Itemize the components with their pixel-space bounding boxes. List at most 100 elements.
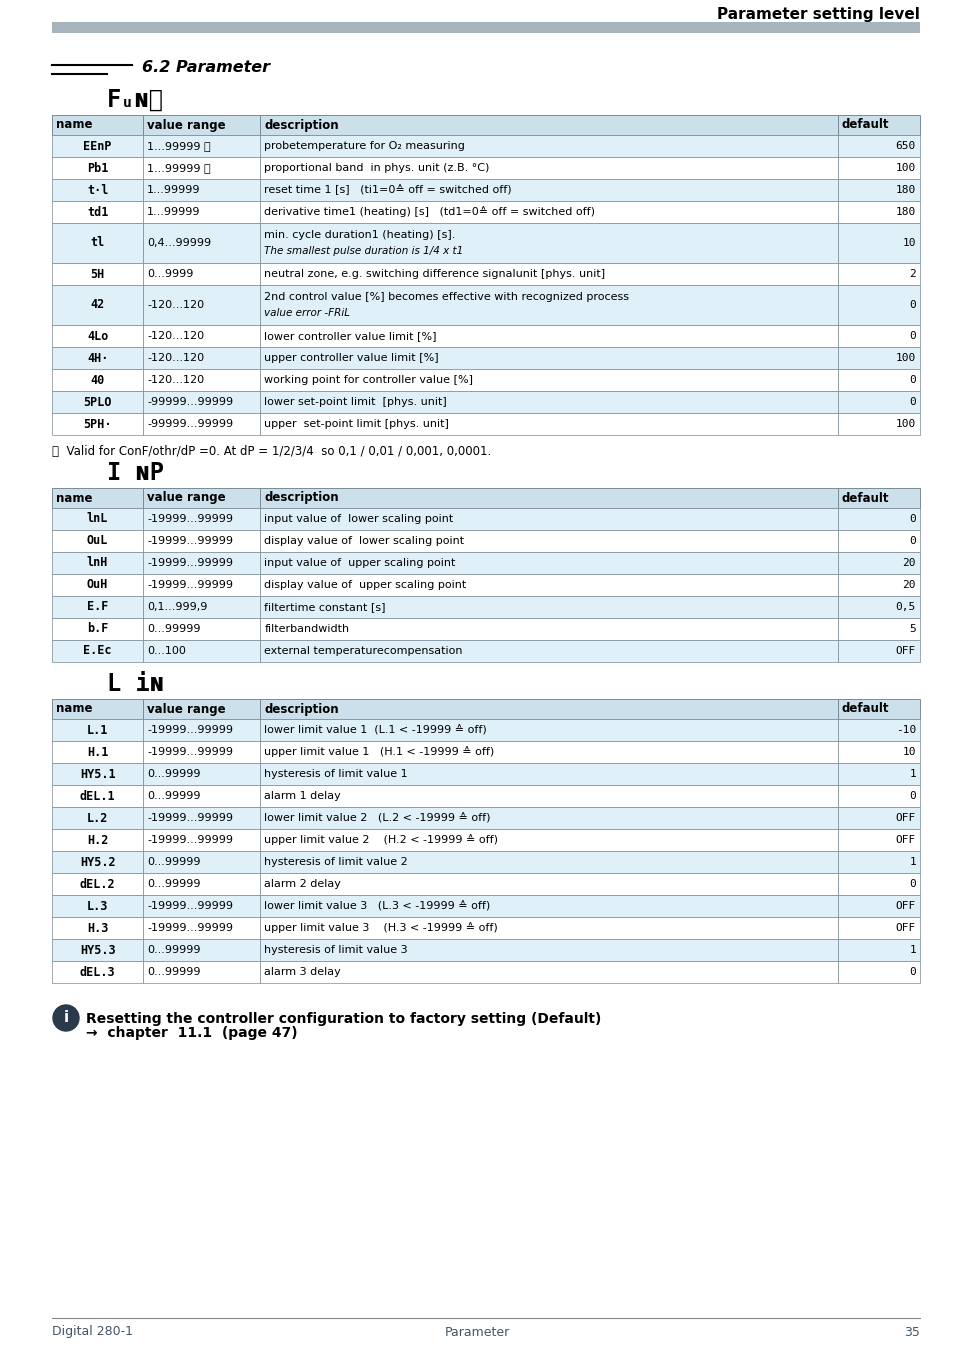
Bar: [52, 618, 143, 640]
Bar: [837, 940, 919, 961]
Bar: [143, 574, 260, 595]
Text: value error -FRiL: value error -FRiL: [264, 308, 350, 319]
Text: upper limit value 2    (H.2 < -19999 ≙ off): upper limit value 2 (H.2 < -19999 ≙ off): [264, 834, 497, 845]
Bar: [143, 223, 260, 263]
Bar: [837, 574, 919, 595]
Bar: [143, 961, 260, 983]
Text: dEL.2: dEL.2: [80, 878, 115, 891]
Text: 100: 100: [895, 418, 915, 429]
Bar: [260, 829, 837, 850]
Bar: [837, 157, 919, 180]
Text: alarm 1 delay: alarm 1 delay: [264, 791, 341, 801]
Bar: [837, 618, 919, 640]
Text: 1...99999: 1...99999: [147, 207, 200, 217]
Bar: [143, 325, 260, 347]
Text: Parameter setting level: Parameter setting level: [717, 8, 919, 23]
Bar: [260, 115, 837, 135]
Bar: [52, 640, 143, 662]
Bar: [260, 940, 837, 961]
Bar: [260, 201, 837, 223]
Bar: [143, 699, 260, 720]
Text: tl: tl: [91, 236, 105, 250]
Text: upper limit value 3    (H.3 < -19999 ≙ off): upper limit value 3 (H.3 < -19999 ≙ off): [264, 922, 497, 933]
Text: 0...99999: 0...99999: [147, 967, 200, 977]
Bar: [143, 180, 260, 201]
Text: L.1: L.1: [87, 724, 108, 737]
Bar: [260, 741, 837, 763]
Bar: [52, 413, 143, 435]
Text: 0...99999: 0...99999: [147, 791, 200, 801]
Bar: [143, 552, 260, 574]
Text: derivative time1 (heating) [s]   (td1=0≙ off = switched off): derivative time1 (heating) [s] (td1=0≙ o…: [264, 207, 595, 217]
Bar: [837, 325, 919, 347]
Text: name: name: [56, 491, 92, 505]
Bar: [260, 807, 837, 829]
Text: 0,1...999,9: 0,1...999,9: [147, 602, 208, 612]
Bar: [837, 784, 919, 807]
Text: value range: value range: [147, 491, 226, 505]
Text: 0,4...99999: 0,4...99999: [147, 238, 211, 248]
Bar: [837, 392, 919, 413]
Text: Digital 280-1: Digital 280-1: [52, 1326, 132, 1338]
Text: 1...99999 Ⓙ: 1...99999 Ⓙ: [147, 163, 211, 173]
Text: 5: 5: [908, 624, 915, 634]
Text: neutral zone, e.g. switching difference signalunit [phys. unit]: neutral zone, e.g. switching difference …: [264, 269, 605, 279]
Bar: [143, 763, 260, 784]
Text: 100: 100: [895, 352, 915, 363]
Text: -10: -10: [895, 725, 915, 734]
Text: OFF: OFF: [895, 836, 915, 845]
Bar: [52, 741, 143, 763]
Text: value range: value range: [147, 702, 226, 716]
Text: -99999...99999: -99999...99999: [147, 397, 233, 406]
Text: lnH: lnH: [87, 556, 108, 570]
Text: OuL: OuL: [87, 535, 108, 548]
Bar: [52, 763, 143, 784]
Text: OFF: OFF: [895, 813, 915, 823]
Bar: [143, 917, 260, 940]
Text: 5H: 5H: [91, 267, 105, 281]
Text: L iɴ: L iɴ: [107, 672, 164, 697]
Text: -19999...99999: -19999...99999: [147, 813, 233, 823]
Bar: [837, 552, 919, 574]
Text: working point for controller value [%]: working point for controller value [%]: [264, 375, 473, 385]
Bar: [143, 784, 260, 807]
Text: 6.2 Parameter: 6.2 Parameter: [142, 61, 270, 76]
Text: L.2: L.2: [87, 811, 108, 825]
Bar: [52, 115, 143, 135]
Bar: [837, 369, 919, 391]
Text: value range: value range: [147, 119, 226, 131]
Text: -99999...99999: -99999...99999: [147, 418, 233, 429]
Text: E.Ec: E.Ec: [83, 644, 112, 657]
Text: The smallest pulse duration is 1/4 x t1: The smallest pulse duration is 1/4 x t1: [264, 246, 463, 256]
Text: Resetting the controller configuration to factory setting (Default): Resetting the controller configuration t…: [86, 1012, 600, 1026]
Text: Fᵤɴᴄ: Fᵤɴᴄ: [107, 88, 164, 112]
Text: 10: 10: [902, 238, 915, 248]
Text: 35: 35: [903, 1326, 919, 1338]
Text: H.3: H.3: [87, 922, 108, 934]
Bar: [52, 699, 143, 720]
Bar: [260, 961, 837, 983]
Text: 1: 1: [908, 857, 915, 867]
Bar: [143, 201, 260, 223]
Text: Ⓙ  Valid for ConF/othr/dP =0. At dP = 1/2/3/4  so 0,1 / 0,01 / 0,001, 0,0001.: Ⓙ Valid for ConF/othr/dP =0. At dP = 1/2…: [52, 446, 491, 458]
Bar: [837, 263, 919, 285]
Text: HY5.2: HY5.2: [80, 856, 115, 868]
Bar: [52, 392, 143, 413]
Bar: [143, 895, 260, 917]
Bar: [837, 829, 919, 850]
Text: 0: 0: [908, 791, 915, 801]
Text: default: default: [841, 491, 888, 505]
Bar: [143, 487, 260, 508]
Bar: [52, 531, 143, 552]
Text: alarm 2 delay: alarm 2 delay: [264, 879, 341, 890]
Bar: [260, 699, 837, 720]
Text: 100: 100: [895, 163, 915, 173]
Bar: [52, 873, 143, 895]
Text: 20: 20: [902, 580, 915, 590]
Text: OuH: OuH: [87, 579, 108, 591]
Text: -19999...99999: -19999...99999: [147, 558, 233, 568]
Bar: [52, 285, 143, 325]
Bar: [837, 285, 919, 325]
Bar: [52, 347, 143, 369]
Text: 0: 0: [908, 514, 915, 524]
